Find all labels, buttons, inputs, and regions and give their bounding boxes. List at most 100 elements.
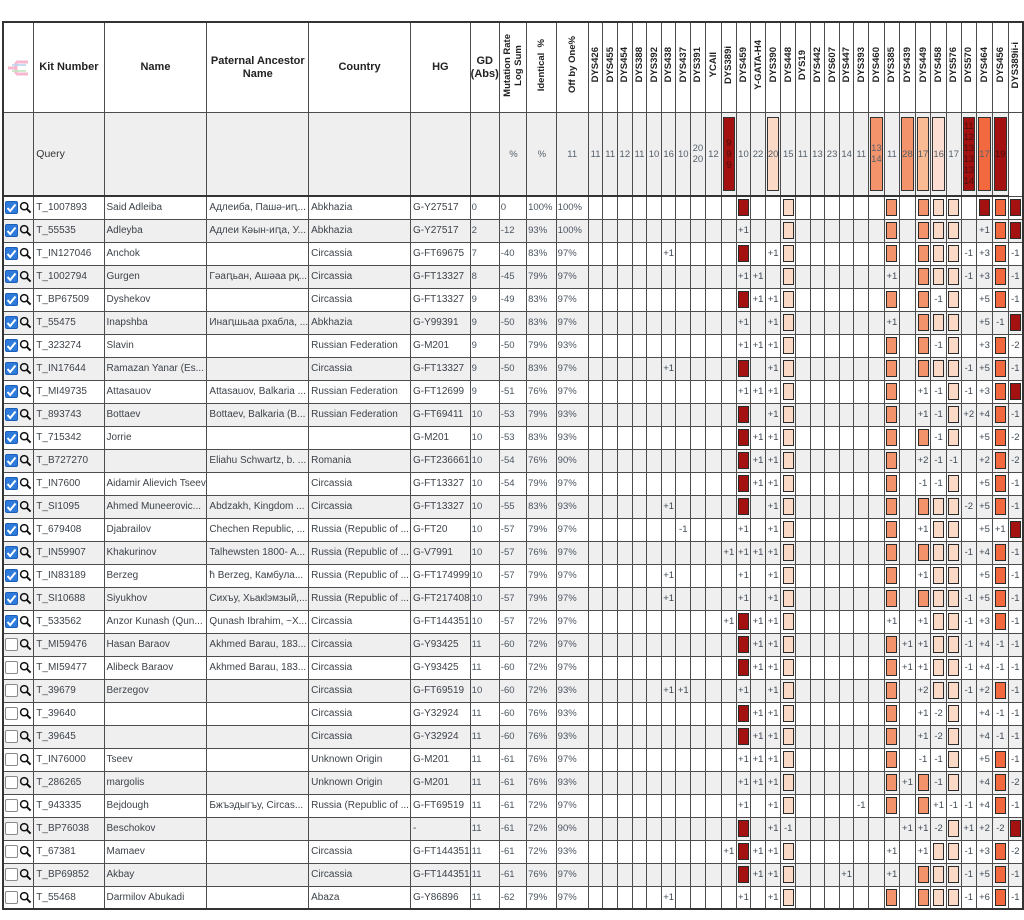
marker-cell-dys576	[945, 862, 962, 887]
row-checkbox[interactable]	[5, 407, 18, 421]
row-checkbox[interactable]	[5, 798, 18, 812]
marker-cell-dys607	[824, 632, 840, 657]
magnifier-icon[interactable]	[19, 385, 32, 398]
magnifier-icon[interactable]	[19, 799, 32, 812]
magnifier-icon[interactable]	[19, 661, 32, 674]
magnifier-icon[interactable]	[19, 592, 32, 605]
marker-cell-dys576	[945, 586, 962, 611]
kit-number-cell: T_55475	[33, 310, 105, 335]
magnifier-icon[interactable]	[19, 753, 32, 766]
marker-cell-dys456: -1	[992, 632, 1009, 657]
marker-cell-dys448	[780, 747, 797, 772]
row-checkbox[interactable]	[5, 223, 18, 237]
hg-cell: G-FT13327	[409, 287, 471, 312]
row-checkbox[interactable]	[5, 614, 18, 628]
row-checkbox[interactable]	[5, 384, 18, 398]
marker-cell-dys607	[824, 609, 840, 634]
row-checkbox[interactable]	[5, 545, 18, 559]
magnifier-icon[interactable]	[19, 684, 32, 697]
marker-cell-dys456: -2	[992, 816, 1009, 841]
magnifier-icon[interactable]	[19, 523, 32, 536]
row-checkbox[interactable]	[5, 729, 18, 743]
magnifier-icon[interactable]	[19, 454, 32, 467]
marker-cell-dys392	[646, 218, 662, 243]
magnifier-icon[interactable]	[19, 638, 32, 651]
marker-cell-dys570: -1	[960, 264, 978, 289]
row-checkbox[interactable]	[5, 430, 18, 444]
marker-cell-dys389i: +1	[721, 540, 737, 565]
row-checkbox[interactable]	[5, 499, 18, 513]
magnifier-icon[interactable]	[19, 868, 32, 881]
row-checkbox[interactable]	[5, 775, 18, 789]
magnifier-icon[interactable]	[19, 224, 32, 237]
marker-cell-dys570	[960, 701, 978, 726]
magnifier-icon[interactable]	[19, 247, 32, 260]
paternal-ancestor-cell	[206, 471, 310, 496]
marker-cell-y-gata-h4	[750, 885, 766, 910]
magnifier-icon[interactable]	[19, 615, 32, 628]
magnifier-icon[interactable]	[19, 500, 32, 513]
row-checkbox[interactable]	[5, 338, 18, 352]
row-checkbox[interactable]	[5, 706, 18, 720]
marker-cell-dys385	[883, 655, 901, 680]
row-select-cell	[2, 609, 35, 634]
magnifier-icon[interactable]	[19, 776, 32, 789]
marker-highlight-square	[979, 199, 991, 217]
row-checkbox[interactable]	[5, 246, 18, 260]
row-checkbox[interactable]	[5, 315, 18, 329]
magnifier-icon[interactable]	[19, 546, 32, 559]
row-checkbox[interactable]	[5, 201, 18, 215]
row-checkbox[interactable]	[5, 269, 18, 283]
marker-cell-dys576	[945, 770, 962, 795]
magnifier-icon[interactable]	[19, 431, 32, 444]
row-checkbox[interactable]	[5, 867, 18, 881]
magnifier-icon[interactable]	[19, 569, 32, 582]
magnifier-icon[interactable]	[19, 201, 32, 214]
marker-cell-dys438: +1	[660, 241, 677, 266]
marker-cell-dys389i	[721, 356, 737, 381]
row-checkbox[interactable]	[5, 637, 18, 651]
row-checkbox[interactable]	[5, 821, 18, 835]
row-checkbox[interactable]	[5, 752, 18, 766]
marker-highlight-square	[994, 797, 1006, 814]
magnifier-icon[interactable]	[19, 362, 32, 375]
row-checkbox[interactable]	[5, 361, 18, 375]
kit-number-cell: T_IN7600	[33, 471, 105, 496]
marker-cell-dys459	[735, 632, 752, 657]
row-checkbox[interactable]	[5, 890, 18, 904]
row-checkbox[interactable]	[5, 591, 18, 605]
magnifier-icon[interactable]	[19, 845, 32, 858]
magnifier-icon[interactable]	[19, 339, 32, 352]
marker-cell-dys570: +2	[960, 402, 978, 427]
marker-cell-dys455	[602, 402, 619, 427]
magnifier-icon[interactable]	[19, 822, 32, 835]
magnifier-icon[interactable]	[19, 408, 32, 421]
marker-cell-dys447	[838, 218, 855, 243]
magnifier-icon[interactable]	[19, 707, 32, 720]
magnifier-icon[interactable]	[19, 316, 32, 329]
marker-cell-ycaii	[704, 195, 723, 220]
marker-cell-dys389ii-i: -2	[1007, 839, 1024, 864]
marker-cell-dys570	[960, 724, 978, 749]
row-checkbox[interactable]	[5, 683, 18, 697]
magnifier-icon[interactable]	[19, 891, 32, 904]
row-checkbox[interactable]	[5, 453, 18, 467]
row-checkbox[interactable]	[5, 568, 18, 582]
magnifier-icon[interactable]	[19, 477, 32, 490]
marker-highlight-square	[948, 337, 960, 354]
row-checkbox[interactable]	[5, 522, 18, 536]
marker-cell-dys426	[587, 816, 604, 841]
magnifier-icon[interactable]	[19, 293, 32, 306]
magnifier-icon[interactable]	[19, 270, 32, 283]
marker-cell-dys464: +5	[976, 287, 994, 312]
marker-cell-dys459: +1	[735, 218, 752, 243]
row-checkbox[interactable]	[5, 292, 18, 306]
marker-cell-dys456: -1	[992, 655, 1009, 680]
row-checkbox[interactable]	[5, 844, 18, 858]
row-checkbox[interactable]	[5, 660, 18, 674]
row-checkbox[interactable]	[5, 476, 18, 490]
magnifier-icon[interactable]	[19, 730, 32, 743]
marker-cell-y-gata-h4: +1	[750, 471, 766, 496]
marker-cell-dys391	[690, 425, 706, 450]
marker-cell-dys437	[675, 540, 692, 565]
